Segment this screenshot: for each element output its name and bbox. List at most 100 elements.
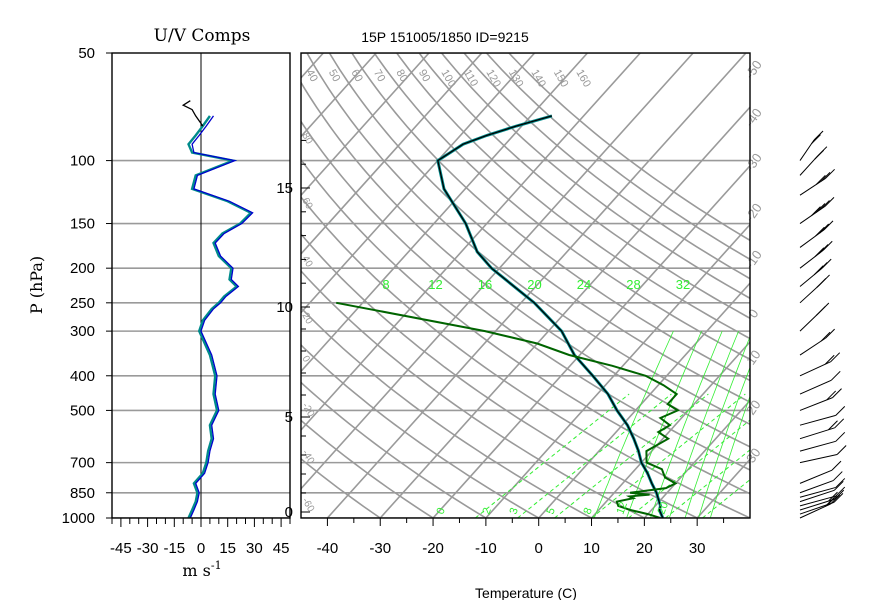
pressure-tick-label: 250 [70, 295, 95, 312]
pressure-tick-label: 100 [70, 153, 95, 170]
wind-barb-feather [813, 130, 824, 141]
wind-barb [799, 486, 846, 507]
wind-speed-unit: m s [182, 561, 210, 580]
skewt-dry-adiabat [507, 53, 750, 242]
wind-barb-feather [834, 489, 845, 500]
wind-barb-feather [833, 493, 844, 503]
skewt-dry-adiabat [485, 53, 750, 261]
skewt-isotherm [432, 164, 750, 518]
temperature-tick-label: -30 [369, 540, 391, 557]
skewt-dry-adiabat [301, 80, 750, 448]
skewt-dashed-line [517, 393, 672, 518]
wind-barb [799, 370, 841, 395]
wind-barb [799, 418, 845, 440]
left-isotherm-label: 0 [299, 354, 312, 365]
wind-speed-tick-label: -45 [110, 540, 132, 557]
wind-barb-feather [814, 247, 825, 258]
wind-barb-feather [836, 445, 847, 455]
theta-e-label: 70 [371, 68, 388, 85]
height-tick-label: 15 [276, 180, 293, 197]
wind-barb-feather [834, 418, 845, 429]
mixing-ratio-label: 8 [382, 277, 389, 292]
wind-barb-feather [835, 486, 846, 497]
skewt-panel-title: 15P 151005/1850 ID=9215 [361, 29, 529, 45]
pressure-axis: 50 100 150 200 250 300 400 500 700 850 1000 [62, 45, 112, 527]
right-isotherm-label: 0 [745, 306, 761, 321]
wind-barb-staff [799, 440, 836, 452]
wind-barb [799, 146, 828, 176]
dashed-line-label: 0 [435, 506, 448, 516]
temperature-tick-label: -20 [422, 540, 444, 557]
dashed-line-label: 5 [545, 506, 558, 516]
theta-e-label: 110 [461, 68, 480, 89]
uv-panel-title: U/V Comps [154, 26, 251, 46]
theta-e-label: 100 [438, 68, 458, 90]
theta-e-label: 40 [303, 68, 320, 85]
right-isotherm-label: 30 [743, 445, 764, 465]
skewt-isotherm [643, 399, 750, 518]
temperature-tick-label: 20 [636, 540, 653, 557]
uv-series-v [189, 115, 254, 518]
wind-barb-staff [799, 480, 834, 494]
left-isotherm-label: 20 [299, 311, 314, 327]
wind-barb-feather [825, 168, 835, 179]
wind-barb [799, 168, 835, 196]
dashed-line-label: 8 [582, 506, 595, 516]
theta-e-label: 130 [506, 68, 526, 90]
wind-barb-feather [819, 223, 830, 234]
uv-series-top [181, 100, 204, 127]
left-isotherm-label: 40 [299, 254, 314, 270]
temperature-axis-title: Temperature (C) [475, 585, 577, 600]
wind-barb-staff [799, 379, 832, 395]
wind-barb [799, 274, 830, 304]
skewt-isotherm [0, 53, 165, 518]
pressure-tick-label: 500 [70, 402, 95, 419]
dashed-line-label: 12 [615, 500, 630, 516]
temperature-axis: -40 -30 -20 -10 0 10 20 30 [317, 518, 725, 557]
wind-barb-staff [799, 427, 835, 440]
wind-barb-staff [799, 495, 836, 507]
dashed-line-label: 2 [481, 506, 494, 516]
wind-barb-feather [811, 134, 821, 145]
skewt-mixing-ratio-line [709, 395, 750, 518]
skewt-isotherm [301, 53, 536, 314]
mixing-ratio-label: 12 [428, 277, 442, 292]
wind-barb-feather [826, 390, 837, 401]
temperature-tick-label: -10 [475, 540, 497, 557]
wind-barb-staff [799, 453, 838, 464]
skewt-mixing-ratio-line [698, 366, 750, 518]
theta-e-label: 90 [416, 68, 433, 85]
pressure-tick-label: 400 [70, 368, 95, 385]
skewt-isotherm [326, 53, 747, 518]
right-isotherm-label: -20 [742, 200, 765, 224]
wind-barb-feather [830, 494, 841, 505]
wind-barb [799, 388, 842, 411]
skewt-isotherm [301, 53, 641, 432]
skewt-isotherm [803, 53, 887, 518]
right-isotherm-label: 20 [743, 397, 764, 417]
wind-barb-staff [799, 469, 833, 484]
left-isotherm-label: 60 [299, 196, 314, 212]
skewt-isotherm [301, 53, 589, 373]
wind-barb-feather [814, 149, 825, 160]
height-axis: 0 5 10 15 [276, 139, 310, 521]
wind-barb-feather [833, 480, 844, 491]
wind-barb-feather [832, 471, 843, 481]
left-isotherm-label: 80 [299, 131, 314, 147]
skewt-isotherm [301, 53, 483, 256]
wind-barb-feather [824, 354, 835, 365]
wind-barb-feather [815, 203, 826, 213]
skewt-dry-adiabat [301, 381, 488, 518]
wind-barb [799, 431, 846, 452]
wind-barb-feather [835, 478, 846, 488]
skewt-dry-adiabat [301, 195, 750, 518]
wind-barb [799, 258, 832, 287]
skewt-isotherm [590, 340, 750, 518]
wind-speed-tick-label: -15 [163, 540, 185, 557]
wind-speed-tick-label: 0 [197, 540, 205, 557]
skewt-dashed-line [665, 449, 750, 518]
wind-barbs [799, 130, 847, 519]
wind-barb-feather [823, 220, 834, 231]
skewt-dry-adiabat [301, 306, 594, 518]
skewt-isotherm [856, 53, 887, 518]
